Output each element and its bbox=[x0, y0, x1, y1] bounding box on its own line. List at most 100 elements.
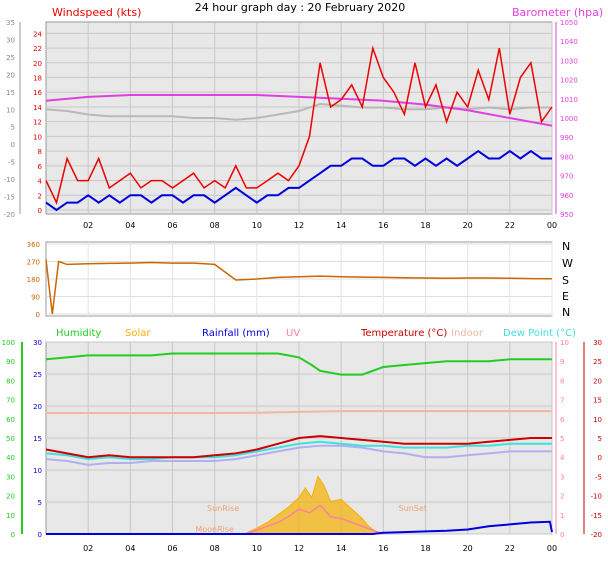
legend-label: Solar bbox=[125, 328, 151, 339]
x-tick-label: 08 bbox=[210, 221, 220, 230]
windspeed-tick-label: 10 bbox=[33, 133, 42, 141]
humidity-tick-label: 100 bbox=[2, 339, 15, 347]
uv-tick-label: 3 bbox=[560, 473, 564, 481]
temperature-tick-label: -15 bbox=[591, 512, 602, 520]
temperature-tick-label: 0 bbox=[598, 454, 602, 462]
temperature-line bbox=[45, 435, 552, 459]
temperature-tick-label: 25 bbox=[593, 358, 602, 366]
uv-tick-label: 9 bbox=[560, 358, 564, 366]
windspeed-avg-line bbox=[45, 149, 552, 212]
rainfall-line bbox=[46, 520, 553, 535]
temperature-tick-label: 30 bbox=[6, 36, 15, 44]
rainfall-tick-label: 25 bbox=[33, 371, 42, 379]
x-tick-label: 08 bbox=[210, 544, 220, 553]
x-tick-label: 02 bbox=[83, 221, 93, 230]
direction-tick-label: 270 bbox=[27, 259, 40, 267]
humidity-tick-label: 90 bbox=[6, 358, 15, 366]
barometer-axis-title: Barometer (hpa) bbox=[512, 6, 603, 19]
windspeed-tick-label: 14 bbox=[33, 104, 42, 112]
temperature-tick-label: 15 bbox=[593, 397, 602, 405]
windspeed-axis-title: Windspeed (kts) bbox=[52, 6, 141, 19]
compass-tick-label: W bbox=[562, 257, 573, 270]
uv-tick-label: 6 bbox=[560, 416, 565, 424]
barometer-tick-label: 990 bbox=[560, 134, 573, 142]
temperature-tick-label: 35 bbox=[6, 19, 15, 27]
page-title: 24 hour graph day : 20 February 2020 bbox=[195, 1, 406, 14]
uv-tick-label: 8 bbox=[560, 377, 564, 385]
direction-tick-label: 0 bbox=[36, 311, 40, 319]
x-tick-label: 22 bbox=[505, 544, 515, 553]
windspeed-tick-label: 24 bbox=[33, 30, 42, 38]
humidity-tick-label: 30 bbox=[6, 473, 15, 481]
barometer-tick-label: 1000 bbox=[560, 115, 578, 123]
rainfall-tick-label: 15 bbox=[33, 435, 42, 443]
x-tick-label: 12 bbox=[294, 544, 304, 553]
indoor-line bbox=[46, 410, 552, 414]
x-tick-label: 00 bbox=[547, 544, 557, 553]
windspeed-tick-label: 8 bbox=[38, 148, 42, 156]
x-tick-label: 18 bbox=[420, 544, 430, 553]
barometer-tick-label: 1050 bbox=[560, 19, 578, 27]
x-tick-label: 04 bbox=[125, 544, 135, 553]
windspeed-tick-label: 6 bbox=[38, 163, 43, 171]
direction-tick-label: 360 bbox=[27, 241, 40, 249]
barometer-tick-label: 980 bbox=[560, 153, 573, 161]
temperature-tick-label: 5 bbox=[598, 435, 602, 443]
temperature-tick-label: 15 bbox=[6, 89, 15, 97]
barometer-line bbox=[45, 94, 553, 127]
x-tick-label: 20 bbox=[463, 544, 473, 553]
moonrise-annotation: MoonRise bbox=[195, 525, 234, 534]
temperature-tick-label: -10 bbox=[591, 493, 602, 501]
barometer-tick-label: 1040 bbox=[560, 38, 578, 46]
barometer-tick-label: 1030 bbox=[560, 57, 578, 65]
sunset-annotation: SunSet bbox=[399, 504, 427, 513]
legend-label: Dew Point (°C) bbox=[503, 328, 576, 339]
windgust-line bbox=[45, 45, 553, 205]
barometer-tick-label: 1010 bbox=[560, 96, 578, 104]
temperature-tick-label: -5 bbox=[595, 473, 602, 481]
uv-tick-label: 2 bbox=[560, 493, 564, 501]
temp-hum-rain-chart: 0510152025300102030405060708090100012345… bbox=[2, 328, 602, 553]
x-tick-label: 12 bbox=[294, 221, 304, 230]
barometer-tick-label: 1020 bbox=[560, 77, 578, 85]
rainfall-tick-label: 20 bbox=[33, 403, 42, 411]
lavender-line bbox=[45, 444, 552, 466]
windspeed-tick-label: 20 bbox=[33, 60, 42, 68]
x-tick-label: 02 bbox=[83, 544, 93, 553]
rainfall-tick-label: 30 bbox=[33, 339, 42, 347]
temperature-tick-label: 30 bbox=[593, 339, 602, 347]
humidity-tick-label: 60 bbox=[6, 416, 15, 424]
wind-baro-chart: 02 04 06 08 10 12 14 16 18 20 22 000246810121416182… bbox=[4, 6, 604, 230]
humidity-tick-label: 0 bbox=[11, 531, 15, 539]
uv-tick-label: 5 bbox=[560, 435, 564, 443]
dewpoint-line bbox=[45, 440, 552, 461]
humidity-tick-label: 40 bbox=[6, 454, 15, 462]
windspeed-tick-label: 16 bbox=[33, 89, 42, 97]
temperature-tick-label: -20 bbox=[4, 211, 15, 219]
humidity-tick-label: 50 bbox=[6, 435, 15, 443]
compass-tick-label: S bbox=[562, 274, 569, 287]
x-tick-label: 18 bbox=[420, 221, 430, 230]
direction-tick-label: 180 bbox=[27, 276, 40, 284]
x-tick-label: 04 bbox=[125, 221, 135, 230]
x-tick-label: 10 bbox=[252, 544, 262, 553]
humidity-tick-label: 80 bbox=[6, 377, 15, 385]
temperature-tick-label: 5 bbox=[11, 124, 15, 132]
x-tick-label: 14 bbox=[336, 221, 346, 230]
windspeed-tick-label: 2 bbox=[38, 192, 42, 200]
temperature-tick-label: 0 bbox=[11, 141, 15, 149]
x-tick-label: 10 bbox=[252, 221, 262, 230]
legend-label: Rainfall (mm) bbox=[202, 328, 270, 339]
temperature-tick-label: -15 bbox=[4, 194, 15, 202]
windspeed-tick-label: 22 bbox=[33, 45, 42, 53]
windspeed-tick-label: 12 bbox=[33, 119, 42, 127]
windspeed-tick-label: 4 bbox=[38, 178, 43, 186]
temperature-tick-label: -5 bbox=[8, 159, 15, 167]
x-tick-label: 06 bbox=[167, 544, 177, 553]
uv-tick-label: 7 bbox=[560, 397, 564, 405]
temperature-tick-label: 20 bbox=[593, 377, 602, 385]
barometer-tick-label: 960 bbox=[560, 192, 573, 200]
uv-tick-label: 10 bbox=[560, 339, 569, 347]
